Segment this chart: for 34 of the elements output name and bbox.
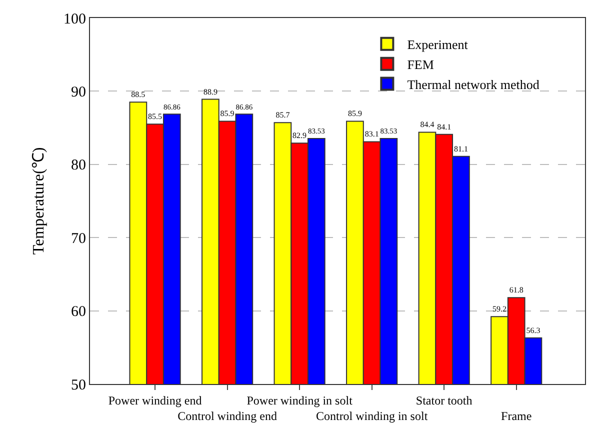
data-label: 86.86 — [163, 102, 181, 112]
data-label: 85.9 — [348, 109, 362, 118]
y-tick-label: 60 — [71, 304, 86, 320]
data-label: 81.1 — [454, 144, 468, 154]
data-label: 88.9 — [203, 87, 218, 96]
y-tick-label: 90 — [71, 84, 86, 100]
legend-label: Thermal network method — [407, 76, 540, 92]
x-tick-label: Stator tooth — [416, 393, 472, 408]
data-label: 56.3 — [526, 326, 540, 335]
y-tick-label: 100 — [64, 11, 86, 28]
data-label: 61.8 — [509, 286, 524, 295]
y-tick-label: 80 — [71, 158, 86, 174]
y-tick-label: 50 — [71, 377, 86, 394]
data-label: 88.5 — [131, 90, 146, 100]
legend-label: Experiment — [407, 37, 468, 52]
legend-label: FEM — [407, 56, 434, 72]
y-tick-label: 70 — [71, 230, 86, 247]
data-label: 84.1 — [437, 122, 452, 132]
x-tick-label: Power winding in solt — [246, 393, 354, 408]
data-label: 85.9 — [220, 109, 234, 118]
data-label: 83.53 — [380, 126, 398, 136]
data-label: 86.86 — [236, 102, 253, 112]
data-label: 83.1 — [364, 130, 379, 139]
data-label: 85.5 — [148, 112, 162, 122]
data-label: 82.9 — [292, 131, 307, 140]
data-label: 84.4 — [420, 120, 434, 130]
x-tick-label: Frame — [501, 409, 532, 423]
data-label: 59.2 — [492, 304, 506, 314]
data-label: 85.7 — [276, 110, 290, 120]
x-tick-label: Control winding end — [178, 409, 277, 423]
y-axis-title: Temperature(℃) — [30, 147, 48, 255]
x-tick-label: Control winding in solt — [316, 409, 428, 423]
x-tick-label: Power winding end — [108, 393, 202, 408]
data-label: 83.53 — [308, 126, 326, 136]
